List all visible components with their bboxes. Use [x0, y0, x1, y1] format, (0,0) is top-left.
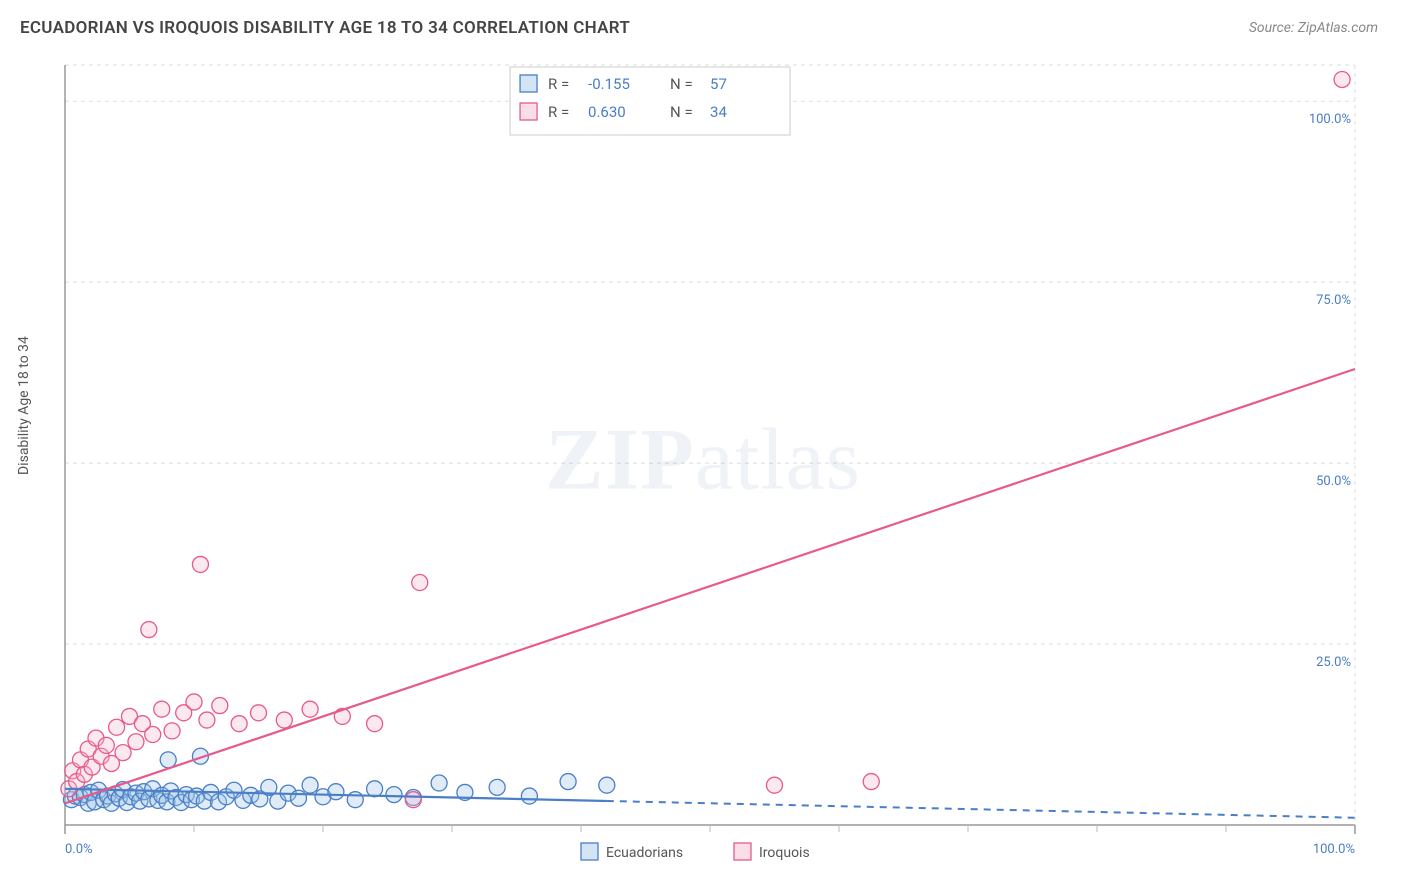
svg-text:50.0%: 50.0%	[1316, 474, 1351, 489]
source-label: Source: ZipAtlas.com	[1249, 20, 1378, 36]
svg-text:0.630: 0.630	[588, 103, 626, 121]
y-axis-label: Disability Age 18 to 34	[16, 336, 32, 475]
svg-text:75.0%: 75.0%	[1316, 293, 1351, 308]
svg-text:-0.155: -0.155	[588, 75, 630, 93]
svg-text:Ecuadorians: Ecuadorians	[606, 845, 683, 861]
svg-text:N =: N =	[670, 103, 693, 121]
scatter-chart: 25.0% 50.0% 75.0% 100.0% 0.0% 100.0% R = -0.155…	[20, 55, 1386, 875]
svg-text:N =: N =	[670, 75, 693, 93]
svg-text:100.0%: 100.0%	[1313, 842, 1355, 857]
chart-header: ECUADORIAN VS IROQUOIS DISABILITY AGE 18…	[0, 0, 1406, 50]
svg-text:Iroquois: Iroquois	[759, 845, 810, 861]
chart-container: Disability Age 18 to 34 ZIPatlas 25.0%50…	[20, 55, 1386, 875]
svg-text:R =: R =	[548, 75, 569, 93]
svg-text:25.0%: 25.0%	[1316, 655, 1351, 670]
svg-text:R =: R =	[548, 103, 569, 121]
chart-title: ECUADORIAN VS IROQUOIS DISABILITY AGE 18…	[20, 18, 630, 38]
svg-text:34: 34	[710, 103, 727, 121]
svg-text:100.0%: 100.0%	[1309, 112, 1351, 127]
svg-text:0.0%: 0.0%	[65, 842, 93, 857]
svg-text:57: 57	[710, 75, 727, 93]
